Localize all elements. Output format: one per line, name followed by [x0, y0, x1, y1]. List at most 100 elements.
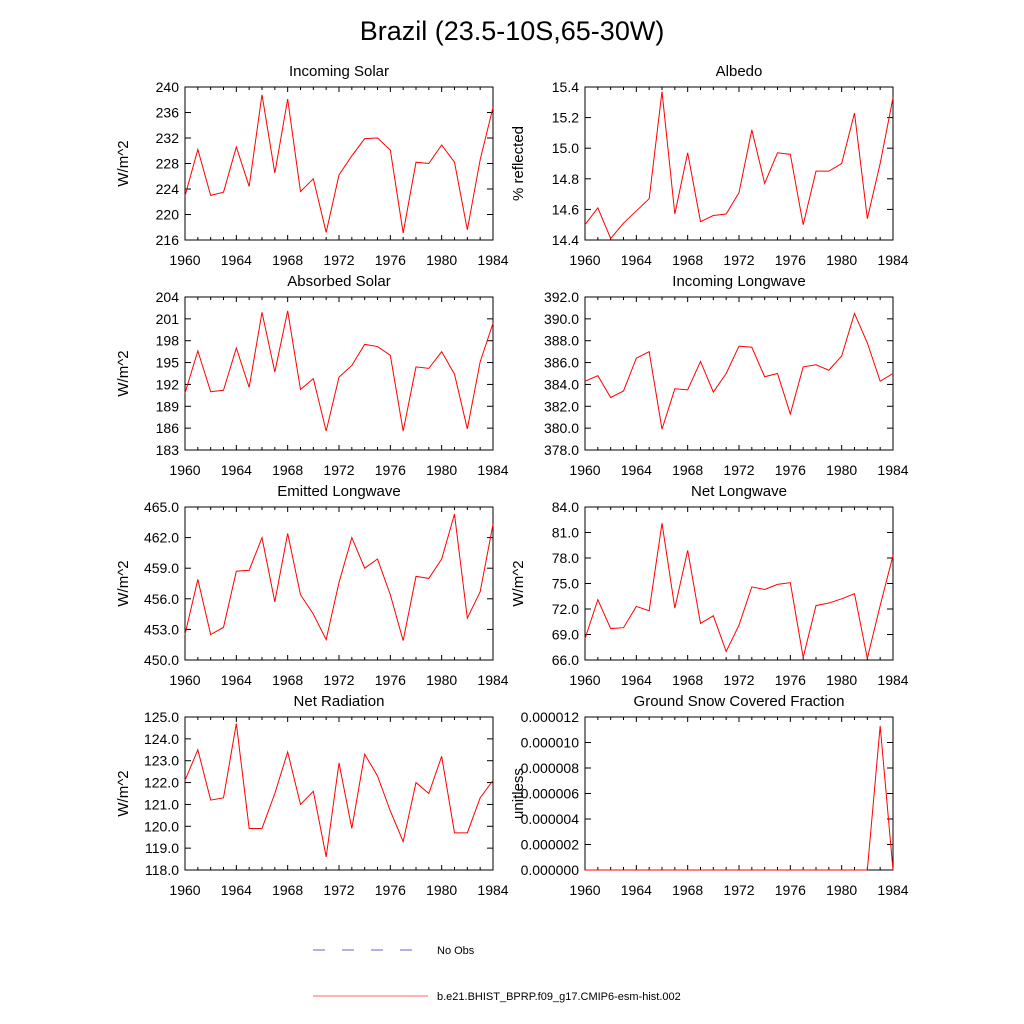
y-tick-label: 14.4 — [552, 232, 579, 248]
x-tick-label: 1984 — [477, 252, 508, 268]
x-tick-label: 1968 — [672, 672, 703, 688]
y-axis-label: W/m^2 — [115, 560, 132, 606]
x-tick-label: 1972 — [323, 882, 354, 898]
x-tick-label: 1972 — [723, 252, 754, 268]
y-tick-label: 204 — [156, 289, 180, 305]
x-tick-label: 1964 — [621, 882, 652, 898]
y-tick-label: 465.0 — [144, 499, 179, 515]
y-tick-label: 236 — [156, 105, 180, 121]
panel-title: Net Radiation — [294, 693, 385, 710]
y-tick-label: 453.0 — [144, 621, 179, 637]
y-axis-label: W/m^2 — [115, 350, 132, 396]
x-tick-label: 1964 — [221, 672, 252, 688]
panel-title: Ground Snow Covered Fraction — [634, 693, 845, 710]
y-tick-label: 390.0 — [544, 311, 579, 327]
y-tick-label: 66.0 — [552, 652, 579, 668]
x-tick-label: 1976 — [375, 672, 406, 688]
x-tick-label: 1964 — [621, 252, 652, 268]
y-tick-label: 192 — [156, 376, 180, 392]
x-tick-label: 1960 — [169, 252, 200, 268]
x-tick-label: 1980 — [826, 672, 857, 688]
x-tick-label: 1976 — [375, 252, 406, 268]
plot-frame — [184, 716, 494, 871]
legend-label-model: b.e21.BHIST_BPRP.f09_g17.CMIP6-esm-hist.… — [437, 991, 681, 1003]
y-tick-label: 81.0 — [552, 525, 579, 541]
y-tick-label: 0.000000 — [521, 862, 580, 878]
panel-incoming-solar: Incoming Solar 1960 1964 1968 1972 1976 1980 19… — [115, 63, 509, 268]
y-axis-label: W/m^2 — [115, 770, 132, 816]
x-tick-label: 1960 — [569, 882, 600, 898]
y-tick-label: 378.0 — [544, 442, 579, 458]
y-tick-label: 0.000002 — [521, 837, 580, 853]
plot-frame — [184, 296, 494, 451]
y-tick-label: 384.0 — [544, 376, 579, 392]
panel-title: Net Longwave — [691, 483, 787, 500]
y-axis-label: unitless — [510, 768, 527, 819]
y-axis-label: % reflected — [510, 126, 527, 201]
x-tick-label: 1960 — [569, 672, 600, 688]
x-tick-label: 1984 — [877, 252, 908, 268]
y-tick-label: 118.0 — [145, 862, 179, 878]
y-tick-label: 0.000006 — [521, 786, 580, 802]
x-tick-label: 1972 — [323, 252, 354, 268]
y-tick-label: 459.0 — [144, 560, 179, 576]
x-tick-label: 1968 — [672, 462, 703, 478]
x-tick-label: 1968 — [672, 252, 703, 268]
x-tick-label: 1984 — [477, 462, 508, 478]
y-tick-label: 0.000010 — [521, 735, 580, 751]
plot-frame — [584, 86, 894, 241]
x-tick-label: 1984 — [477, 882, 508, 898]
x-tick-label: 1976 — [375, 882, 406, 898]
y-tick-label: 388.0 — [544, 333, 579, 349]
x-tick-label: 1980 — [426, 462, 457, 478]
x-tick-label: 1976 — [775, 672, 806, 688]
y-tick-label: 450.0 — [144, 652, 179, 668]
y-tick-label: 232 — [156, 130, 180, 146]
x-tick-label: 1976 — [775, 882, 806, 898]
x-tick-label: 1980 — [426, 252, 457, 268]
panel-ground-snow-covered-fraction: Ground Snow Covered Fraction 1960 1964 1968… — [510, 693, 909, 898]
x-tick-label: 1972 — [723, 672, 754, 688]
series-line-incoming-longwave — [584, 311, 894, 430]
y-tick-label: 84.0 — [552, 499, 579, 515]
y-tick-label: 228 — [156, 156, 180, 172]
x-tick-label: 1968 — [272, 672, 303, 688]
x-tick-label: 1972 — [323, 672, 354, 688]
series-line-ground-snow-covered-fraction — [585, 725, 894, 871]
y-tick-label: 125.0 — [144, 709, 179, 725]
y-tick-label: 240 — [156, 79, 180, 95]
panel-title: Emitted Longwave — [277, 483, 400, 500]
x-tick-label: 1972 — [323, 462, 354, 478]
y-tick-label: 198 — [156, 333, 180, 349]
x-tick-label: 1964 — [221, 462, 252, 478]
y-tick-label: 69.0 — [552, 627, 579, 643]
y-tick-label: 15.4 — [552, 79, 579, 95]
y-tick-label: 195 — [156, 355, 180, 371]
panel-net-radiation: Net Radiation 1960 1964 1968 1972 1976 1980 198… — [115, 693, 509, 898]
y-tick-label: 382.0 — [544, 398, 579, 414]
x-tick-label: 1976 — [375, 462, 406, 478]
x-tick-label: 1960 — [169, 882, 200, 898]
x-tick-label: 1980 — [826, 882, 857, 898]
panel-incoming-longwave: Incoming Longwave 1960 1964 1968 1972 1976 198… — [544, 273, 909, 478]
y-tick-label: 15.0 — [552, 140, 579, 156]
y-tick-label: 75.0 — [552, 576, 579, 592]
y-tick-label: 120.0 — [144, 818, 179, 834]
y-tick-label: 456.0 — [144, 591, 179, 607]
y-tick-label: 186 — [156, 420, 180, 436]
y-tick-label: 72.0 — [552, 601, 579, 617]
series-line-absorbed-solar — [184, 310, 494, 432]
y-tick-label: 122.0 — [144, 775, 179, 791]
x-tick-label: 1980 — [826, 252, 857, 268]
x-tick-label: 1976 — [775, 252, 806, 268]
series-line-incoming-solar — [184, 94, 494, 234]
x-tick-label: 1984 — [877, 882, 908, 898]
plot-frame — [584, 716, 894, 871]
panel-title: Albedo — [716, 63, 763, 80]
panel-albedo: Albedo 1960 1964 1968 1972 1976 1980 1984 14.4 14… — [510, 63, 909, 268]
y-tick-label: 0.000004 — [521, 811, 580, 827]
x-tick-label: 1960 — [569, 462, 600, 478]
y-tick-label: 15.2 — [552, 110, 579, 126]
x-tick-label: 1984 — [877, 672, 908, 688]
y-tick-label: 224 — [156, 181, 180, 197]
